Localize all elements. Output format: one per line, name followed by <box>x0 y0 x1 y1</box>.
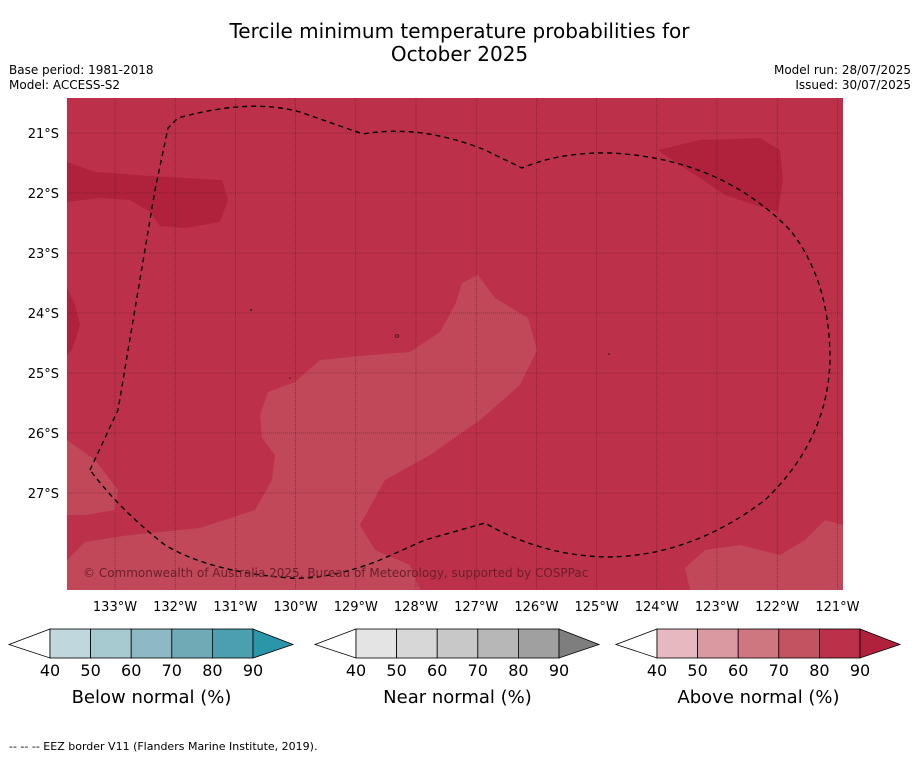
latitude-label: 22°S <box>28 187 59 202</box>
probability-map: © Commonwealth of Australia 2025, Bureau… <box>7 98 902 708</box>
issued-text: Issued: 30/07/2025 <box>795 78 911 92</box>
colorbar-segment <box>518 628 560 659</box>
latitude-label: 24°S <box>28 307 59 322</box>
colorbar-title: Below normal (%) <box>72 687 232 708</box>
colorbar-segment <box>90 628 132 659</box>
longitude-label: 132°W <box>153 600 197 615</box>
colorbar-segment <box>697 628 739 659</box>
colorbar-segment <box>656 628 698 659</box>
colorbar-tick-label: 80 <box>809 661 829 680</box>
map-title-line2: October 2025 <box>390 42 529 66</box>
colorbar-tick-label: 80 <box>202 661 222 680</box>
map-gridlines <box>67 98 843 590</box>
latitude-label: 26°S <box>28 427 59 442</box>
above-normal-90-region <box>67 162 228 228</box>
colorbar-segment <box>49 628 91 659</box>
colorbar-segment <box>436 628 479 659</box>
longitude-label: 122°W <box>755 600 799 615</box>
colorbar-min-arrow <box>313 628 357 659</box>
island-marker <box>289 377 291 379</box>
colorbar-segment <box>396 628 438 659</box>
colorbar-segment <box>355 628 397 659</box>
colorbar-tick-label: 90 <box>850 661 870 680</box>
colorbar-max-arrow <box>859 628 902 659</box>
longitude-label: 126°W <box>514 600 558 615</box>
longitude-label: 131°W <box>213 600 257 615</box>
latitude-label: 21°S <box>28 127 59 142</box>
colorbar-tick-label: 90 <box>243 661 263 680</box>
map-title-line1: Tercile minimum temperature probabilitie… <box>229 19 690 43</box>
island-marker <box>608 353 610 355</box>
colorbar-title: Above normal (%) <box>677 687 839 708</box>
above-normal-70-region <box>685 520 843 590</box>
island-marker <box>395 334 399 338</box>
colorbar-segment <box>778 628 820 659</box>
colorbar-tick-label: 70 <box>162 661 182 680</box>
longitude-label: 125°W <box>575 600 619 615</box>
colorbar-tick-label: 90 <box>549 661 569 680</box>
colorbar: 40 50 60 70 80 90 Below normal (%) <box>7 628 295 708</box>
colorbar-tick-label: 60 <box>427 661 447 680</box>
longitude-label: 121°W <box>815 600 859 615</box>
colorbar-min-arrow <box>7 628 51 659</box>
eez-footnote: -- -- -- EEZ border V11 (Flanders Marine… <box>9 740 318 753</box>
colorbar-max-arrow <box>558 628 601 659</box>
colorbar-tick-label: 80 <box>508 661 528 680</box>
longitude-label: 130°W <box>274 600 318 615</box>
colorbar-segment <box>130 628 173 659</box>
colorbar-title: Near normal (%) <box>383 687 532 708</box>
map-copyright: © Commonwealth of Australia 2025, Bureau… <box>83 566 588 580</box>
colorbar-segment <box>171 628 213 659</box>
colorbar-legends: 40 50 60 70 80 90 Below normal (%) 40 50 60 70 80 90… <box>7 628 902 708</box>
latitude-label: 23°S <box>28 247 59 262</box>
base-period-text: Base period: 1981-2018 <box>9 63 154 77</box>
map-fill <box>67 98 843 590</box>
above-normal-90-region <box>67 288 80 355</box>
colorbar-segment <box>477 628 519 659</box>
colorbar-tick-label: 70 <box>468 661 488 680</box>
latitude-label: 27°S <box>28 487 59 502</box>
longitude-label: 124°W <box>635 600 679 615</box>
island-marker <box>250 309 252 311</box>
colorbar: 40 50 60 70 80 90 Above normal (%) <box>614 628 902 708</box>
above-normal-90-region <box>658 138 783 212</box>
colorbar-tick-label: 50 <box>80 661 100 680</box>
latitude-labels: 21°S 22°S 23°S 24°S 25°S 26°S 27°S <box>28 127 59 502</box>
colorbar-max-arrow <box>252 628 295 659</box>
model-run-text: Model run: 28/07/2025 <box>773 63 911 77</box>
longitude-labels: 133°W 132°W 131°W 130°W 129°W 128°W 127°W 126°W… <box>93 600 860 615</box>
colorbar-segment <box>819 628 861 659</box>
longitude-label: 133°W <box>93 600 137 615</box>
colorbar-tick-label: 40 <box>346 661 366 680</box>
above-normal-70-region <box>67 440 118 515</box>
colorbar-segment <box>737 628 780 659</box>
colorbar: 40 50 60 70 80 90 Near normal (%) <box>313 628 601 708</box>
colorbar-tick-label: 50 <box>687 661 707 680</box>
colorbar-tick-label: 60 <box>121 661 141 680</box>
eez-border <box>89 105 831 579</box>
colorbar-tick-label: 70 <box>769 661 789 680</box>
colorbar-tick-label: 40 <box>647 661 667 680</box>
colorbar-segment <box>211 628 254 659</box>
longitude-label: 123°W <box>695 600 739 615</box>
colorbar-tick-label: 50 <box>386 661 406 680</box>
longitude-label: 128°W <box>394 600 438 615</box>
colorbar-min-arrow <box>614 628 658 659</box>
latitude-label: 25°S <box>28 367 59 382</box>
colorbar-tick-label: 60 <box>728 661 748 680</box>
model-text: Model: ACCESS-S2 <box>9 78 121 92</box>
longitude-label: 129°W <box>334 600 378 615</box>
colorbar-tick-label: 40 <box>40 661 60 680</box>
above-normal-70-region <box>67 275 537 590</box>
longitude-label: 127°W <box>454 600 498 615</box>
